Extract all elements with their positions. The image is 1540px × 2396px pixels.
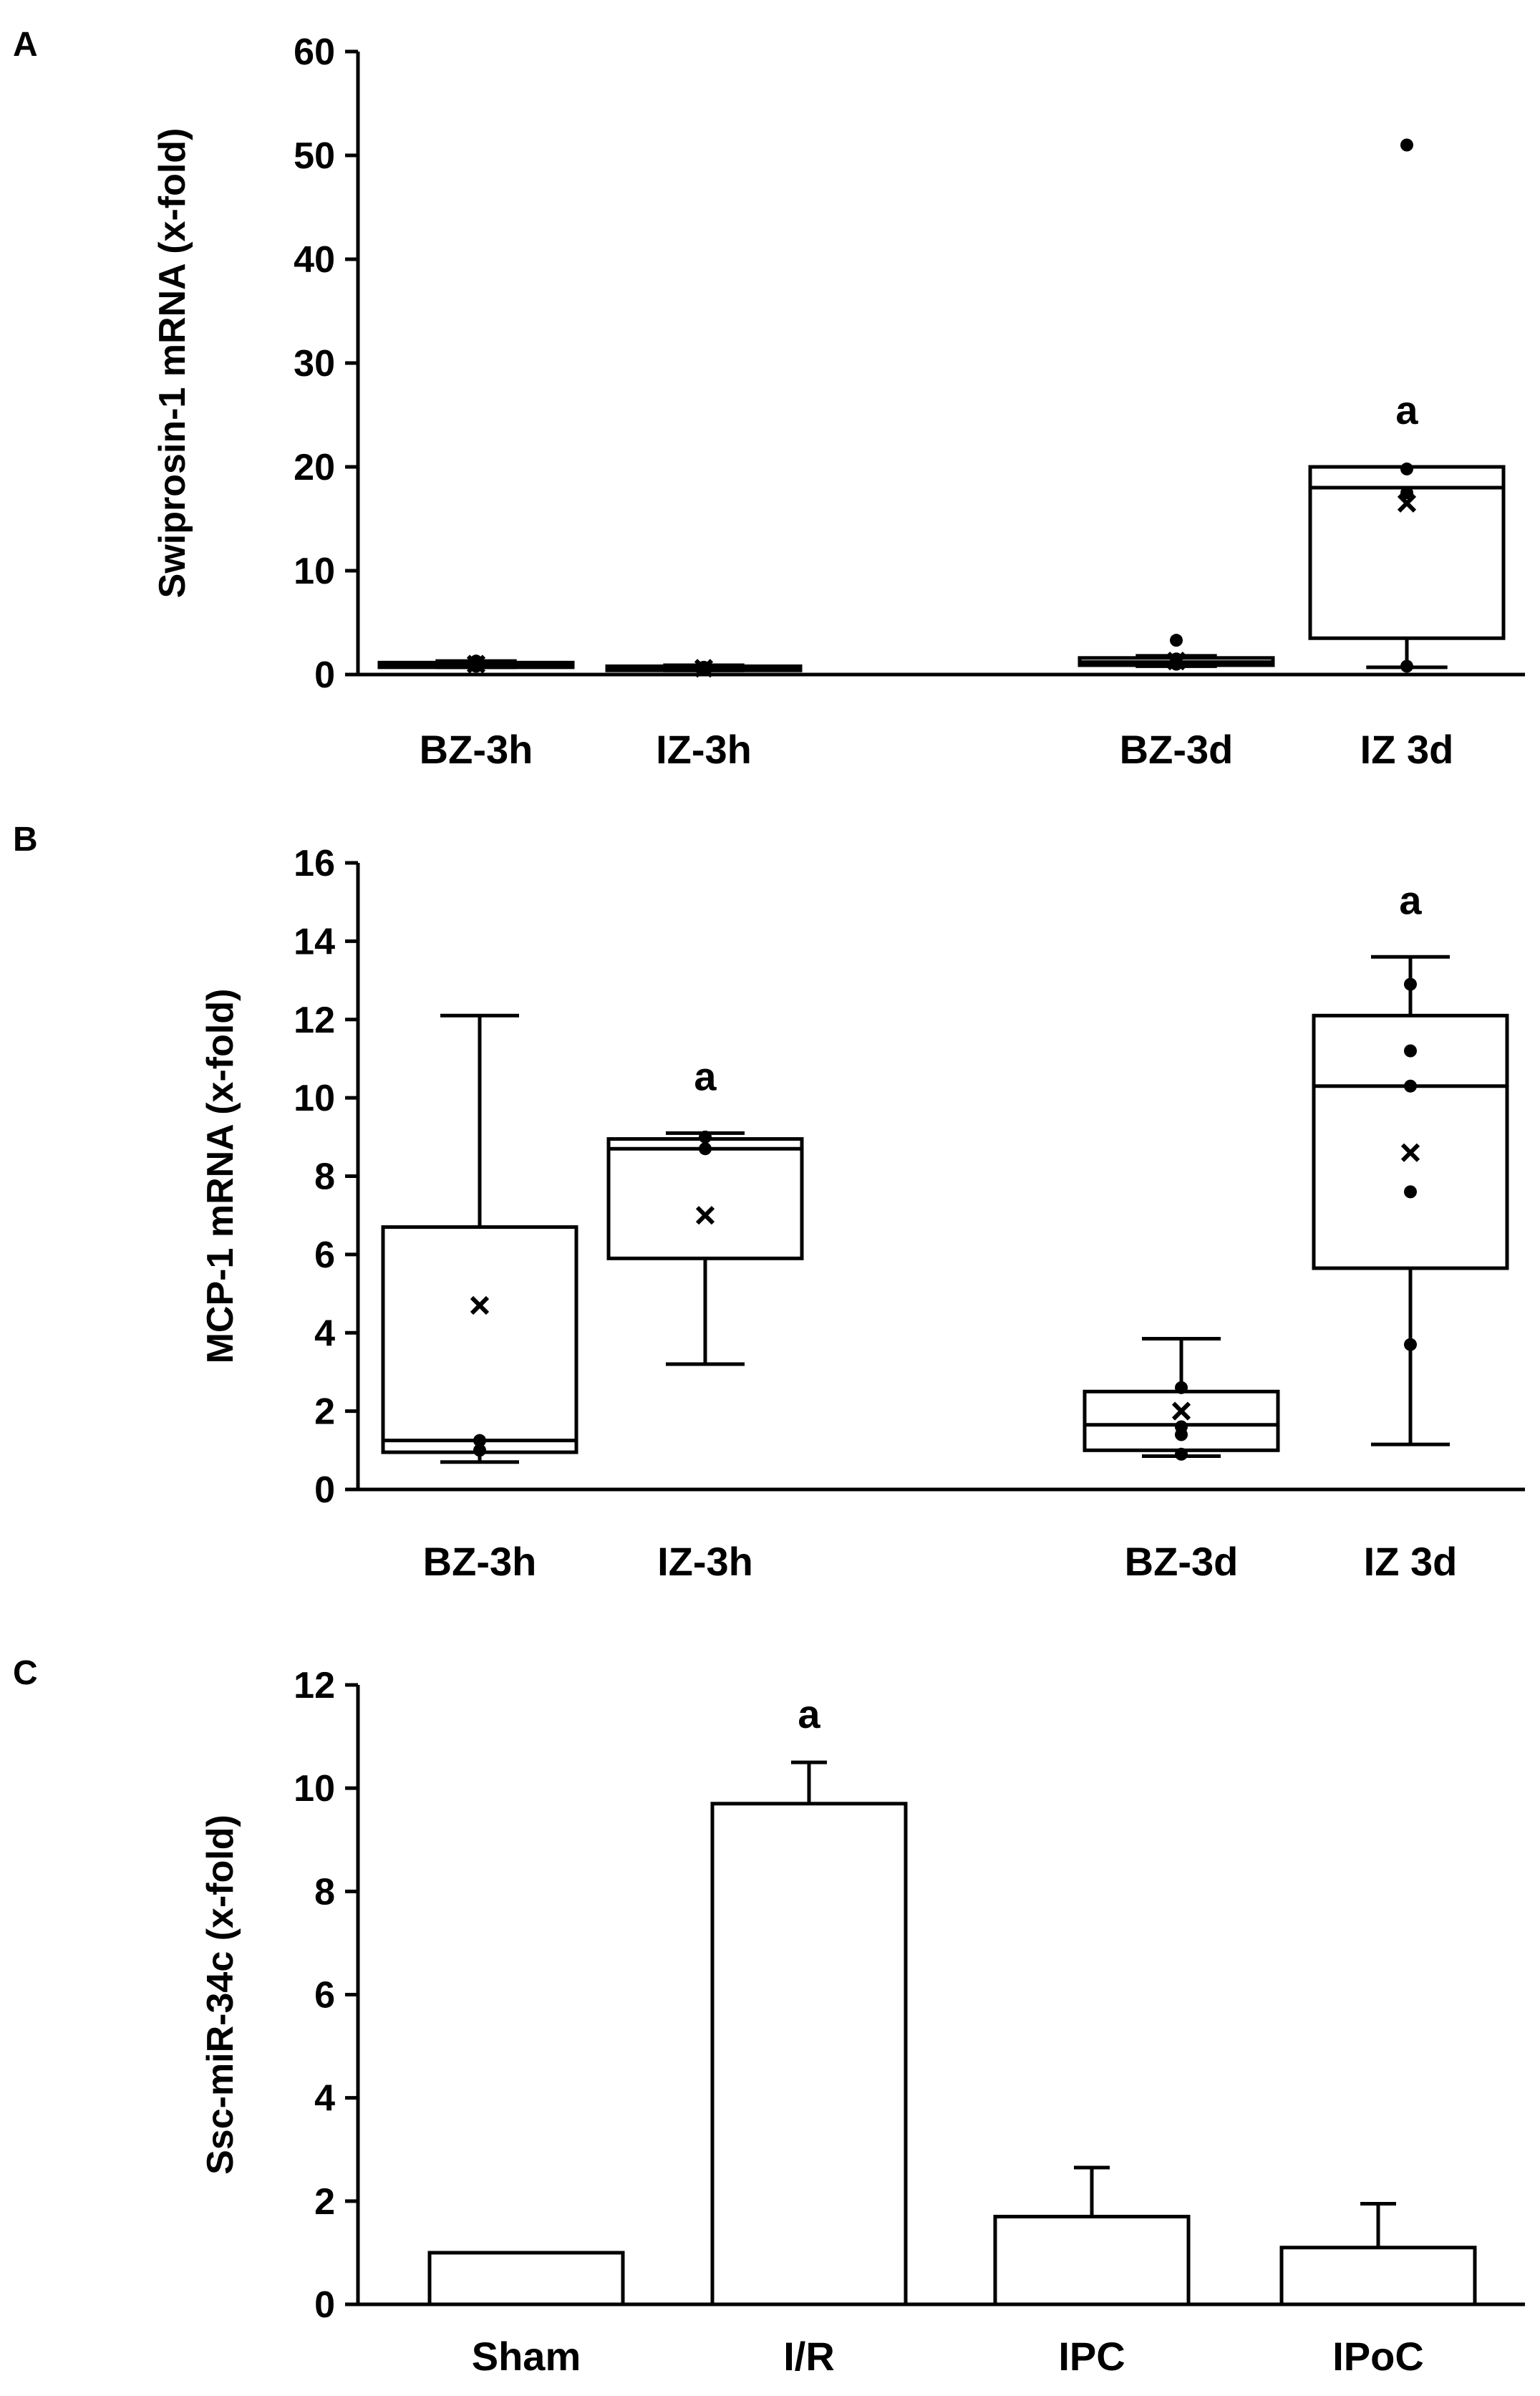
significance-label-i-r: a (798, 1691, 820, 1736)
mean-marker (694, 659, 714, 678)
data-point (1400, 486, 1413, 500)
y-tick-label: 10 (294, 1078, 335, 1119)
significance-label-iz-3d: a (1395, 387, 1418, 433)
data-point (1400, 462, 1413, 475)
data-point (1175, 1420, 1188, 1434)
bar-ipoc (1279, 2246, 1477, 2306)
bar-ipc (993, 2214, 1191, 2306)
box-group-bz-3h (377, 654, 575, 674)
y-tick-label: 4 (314, 1313, 335, 1354)
data-point (1175, 1381, 1188, 1394)
y-tick-label: 60 (294, 32, 335, 73)
bar-sham (427, 2251, 625, 2306)
x-category-label-iz-3h: IZ-3h (656, 727, 752, 772)
box-group-bz-3h (381, 1013, 578, 1464)
data-point (1400, 660, 1413, 673)
mean-marker (1171, 1401, 1191, 1421)
y-tick-label: 0 (314, 654, 335, 696)
x-category-label-bz-3h: BZ-3h (423, 1539, 537, 1584)
y-tick-label: 8 (314, 1871, 335, 1913)
y-tick-label: 12 (294, 1665, 335, 1706)
y-tick-label: 8 (314, 1156, 335, 1198)
x-category-label-iz-3h: IZ-3h (657, 1539, 753, 1584)
panel-a-swiprosin-chart: A 0 10 20 30 40 50 60 Swiprosin-1 mRNA (x-fold) B… (13, 26, 1525, 772)
mean-marker (466, 654, 486, 674)
data-point (1404, 1079, 1417, 1093)
box-group-bz-3d (1077, 634, 1275, 671)
data-point (1170, 634, 1183, 647)
y-tick-label: 2 (314, 1391, 335, 1433)
y-tick-label: 6 (314, 1975, 335, 2016)
box-group-iz-3h (605, 659, 803, 678)
bar-i-r (710, 1802, 908, 2306)
y-tick-label: 12 (294, 1000, 335, 1041)
data-point (699, 1130, 712, 1144)
mean-marker (470, 1295, 490, 1315)
panel-c-mir34c-chart: C 0 2 4 6 8 10 12 Ssc-miR-34c (x-fold) Sham I/R IPC… (13, 1654, 1525, 2379)
y-tick-label: 10 (294, 551, 335, 592)
y-tick-label: 10 (294, 1768, 335, 1810)
x-category-label-ipoc: IPoC (1332, 2334, 1424, 2379)
y-tick-label: 16 (294, 843, 335, 884)
y-tick-label: 4 (314, 2078, 335, 2120)
x-category-label-iz-3d: IZ 3d (1360, 727, 1454, 772)
y-tick-label: 50 (294, 135, 335, 177)
box-group-bz-3d (1083, 1336, 1280, 1461)
y-tick-label: 0 (314, 2284, 335, 2326)
box-group-iz-3h (606, 1130, 804, 1366)
box-group-iz-3d (1312, 955, 1509, 1446)
y-tick-label: 0 (314, 1469, 335, 1511)
y-tick-label: 2 (314, 2181, 335, 2223)
data-point (473, 1444, 486, 1457)
box-iqr (606, 1137, 804, 1260)
data-point (1400, 138, 1413, 152)
y-tick-label: 30 (294, 343, 335, 385)
x-category-label-bz-3d: BZ-3d (1120, 727, 1234, 772)
box-iqr (381, 1225, 578, 1454)
y-axis-label: MCP-1 mRNA (x-fold) (200, 989, 241, 1364)
data-point (1175, 1447, 1188, 1461)
data-point (473, 1434, 486, 1447)
panel-b-mcp1-chart: B 0 2 4 6 8 10 12 14 16 MCP-1 mRNA (x-fold) BZ-3h IZ… (13, 821, 1525, 1584)
significance-label-iz-3d: a (1399, 877, 1422, 922)
box-group-iz-3d (1308, 138, 1506, 673)
y-tick-label: 20 (294, 447, 335, 488)
panel-letter: A (13, 26, 38, 64)
y-tick-label: 14 (294, 921, 335, 962)
x-category-label-bz-3d: BZ-3d (1125, 1539, 1239, 1584)
mean-marker (1400, 1143, 1420, 1162)
mean-marker (1166, 652, 1186, 671)
box-iqr (1312, 1013, 1509, 1270)
panel-letter: B (13, 821, 38, 859)
mean-marker (1397, 493, 1417, 513)
y-axis-label: Swiprosin-1 mRNA (x-fold) (152, 128, 193, 599)
significance-label-iz-3h: a (694, 1053, 717, 1098)
data-point (1404, 1338, 1417, 1351)
data-point (1404, 977, 1417, 991)
x-category-label-sham: Sham (472, 2334, 581, 2379)
y-tick-label: 40 (294, 239, 335, 281)
data-point (1404, 1185, 1417, 1199)
data-point (699, 1142, 712, 1156)
panel-letter: C (13, 1654, 38, 1692)
x-category-label-ipc: IPC (1058, 2334, 1125, 2379)
data-point (470, 654, 483, 668)
data-point (1404, 1044, 1417, 1058)
x-category-label-i-r: I/R (783, 2334, 835, 2379)
mean-marker (695, 1206, 715, 1225)
x-category-label-bz-3h: BZ-3h (420, 727, 533, 772)
y-tick-label: 6 (314, 1235, 335, 1276)
x-category-label-iz-3d: IZ 3d (1364, 1539, 1458, 1584)
y-axis-label: Ssc-miR-34c (x-fold) (200, 1815, 241, 2175)
